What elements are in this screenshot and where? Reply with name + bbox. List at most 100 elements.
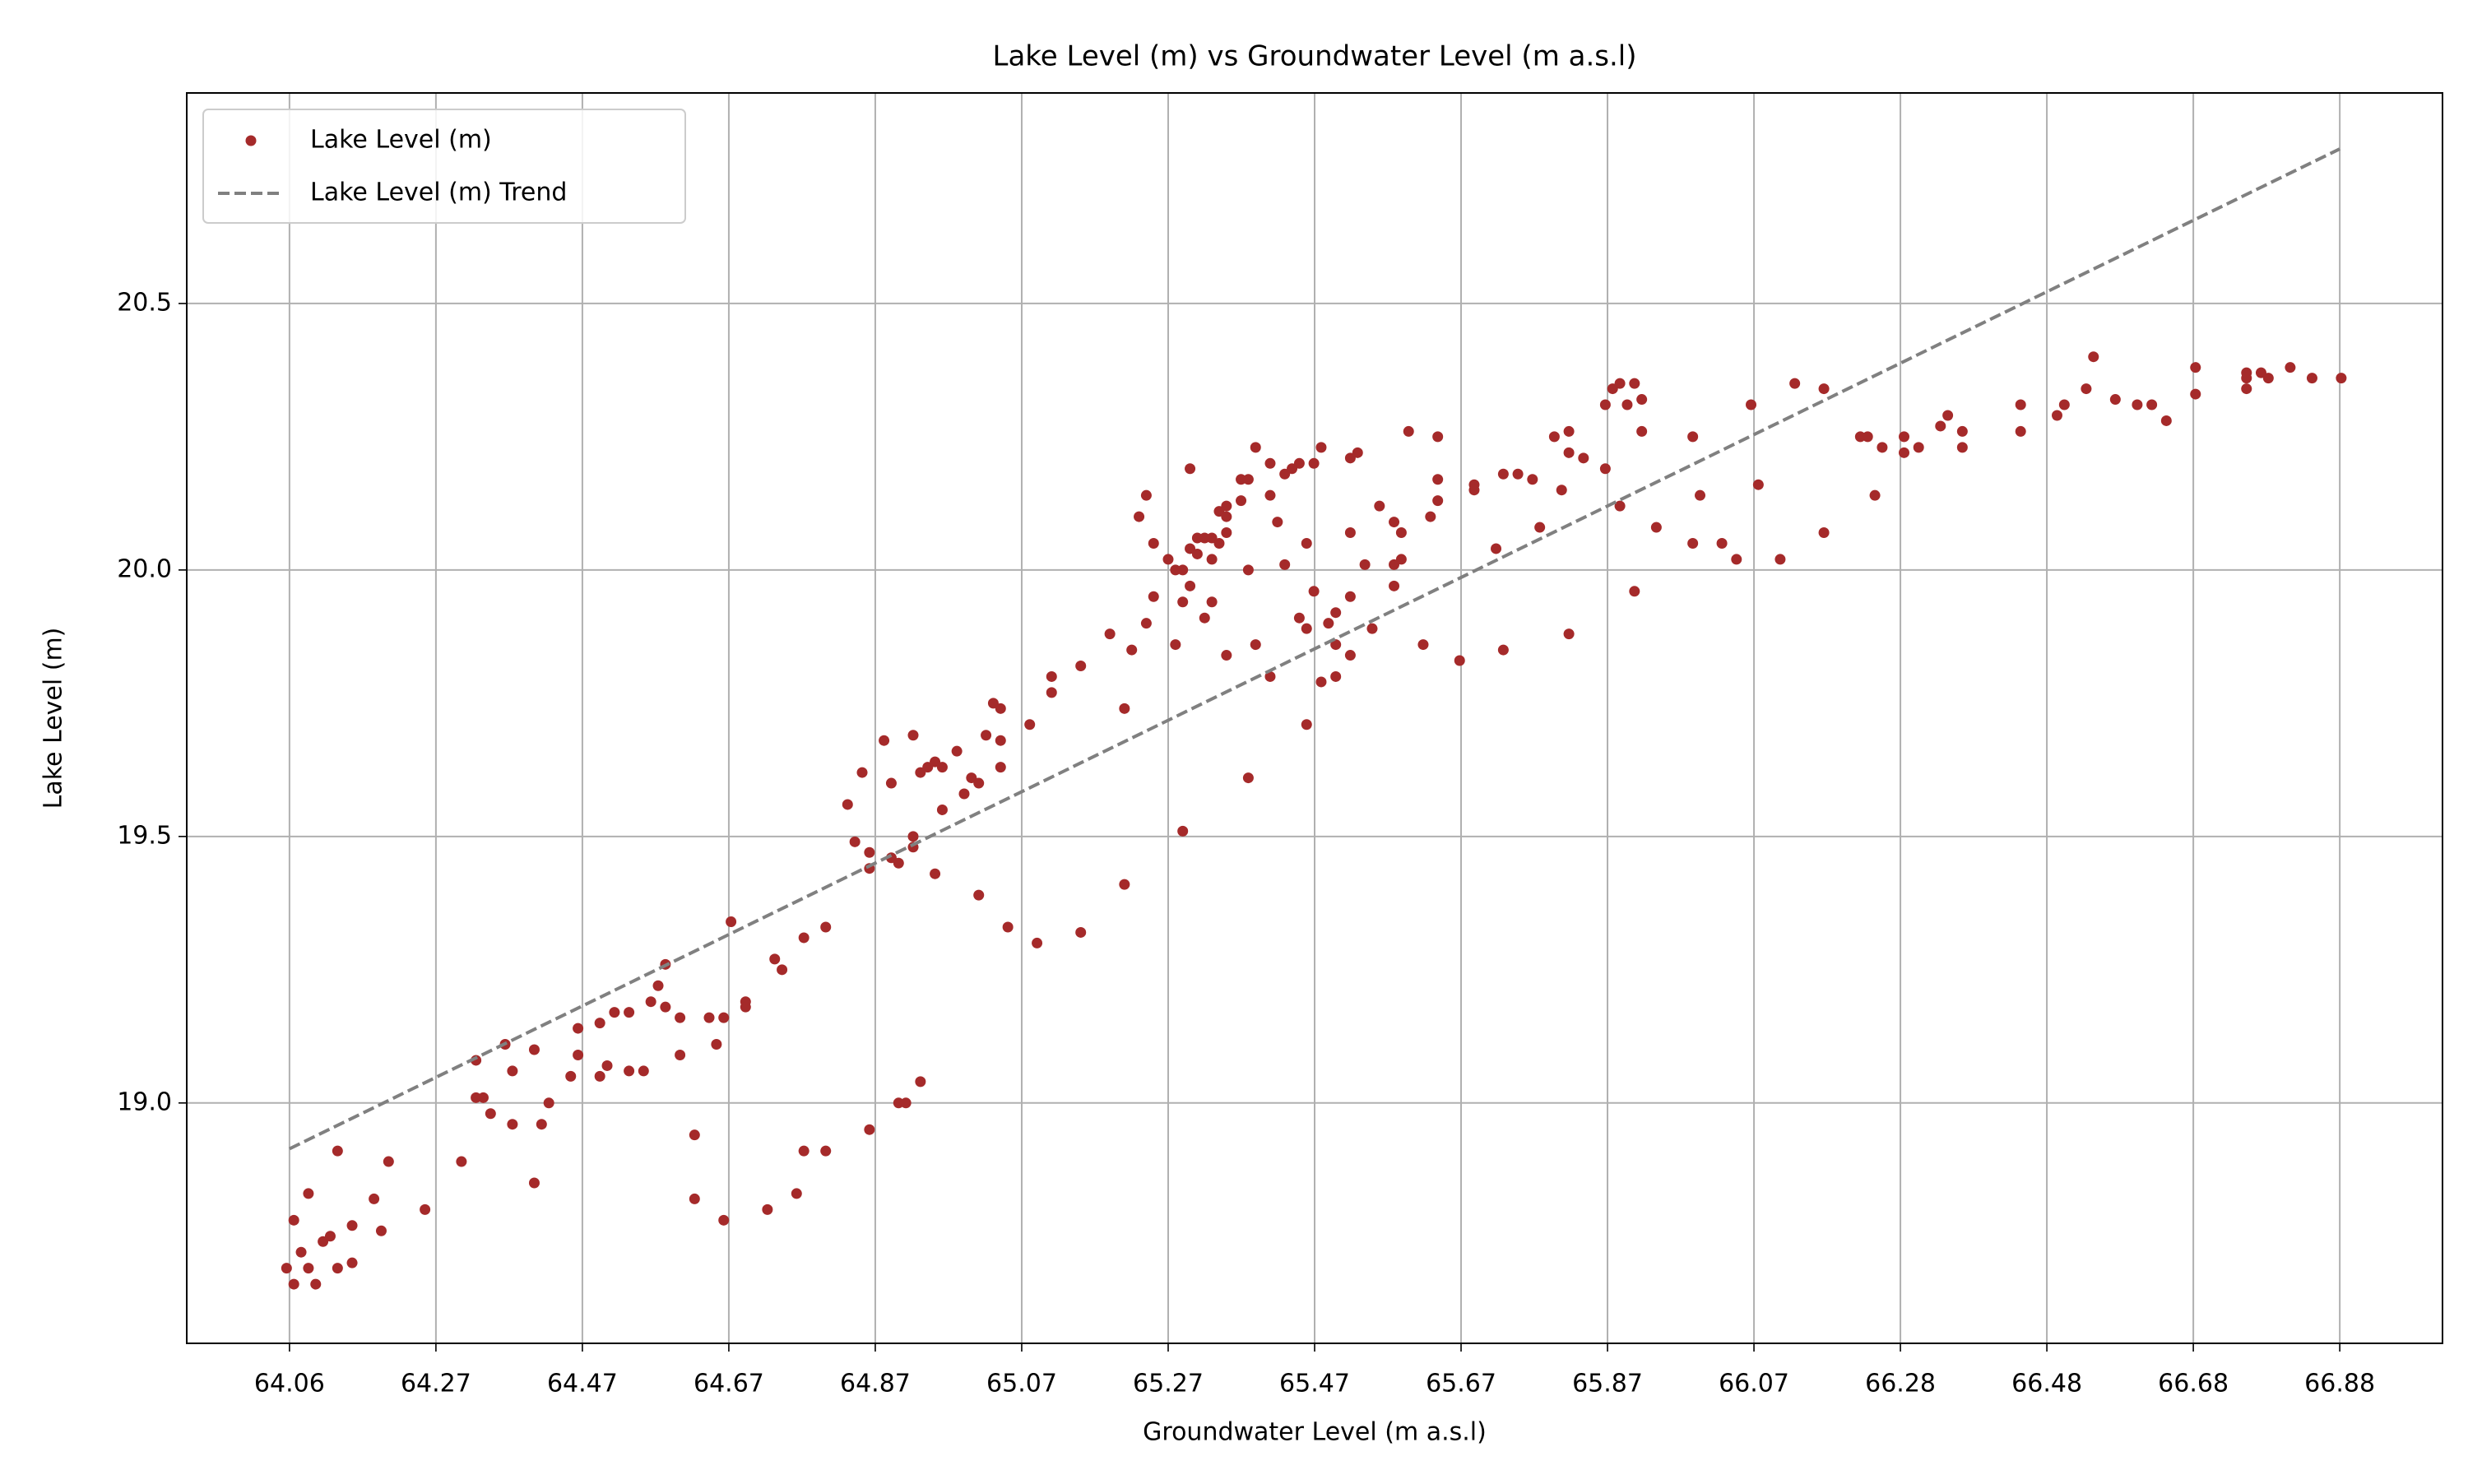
- data-point: [1119, 879, 1130, 890]
- data-point: [1250, 442, 1261, 453]
- data-point: [1746, 399, 1757, 410]
- data-point: [718, 1214, 730, 1226]
- data-point: [573, 1023, 584, 1034]
- legend-marker: [245, 135, 257, 146]
- data-point: [346, 1257, 358, 1268]
- data-point: [2241, 383, 2252, 395]
- data-point: [1563, 628, 1575, 640]
- data-point: [981, 730, 992, 741]
- data-point: [2190, 388, 2201, 400]
- data-point: [1599, 399, 1611, 410]
- data-point: [1148, 591, 1159, 602]
- data-point: [995, 735, 1006, 746]
- data-point: [303, 1263, 314, 1274]
- data-point: [543, 1097, 554, 1109]
- data-point: [879, 735, 890, 746]
- data-point: [369, 1193, 380, 1204]
- x-tick-label: 64.47: [547, 1370, 618, 1398]
- legend-label: Lake Level (m) Trend: [310, 179, 567, 207]
- data-point: [332, 1145, 343, 1157]
- data-point: [703, 1012, 715, 1023]
- data-point: [1374, 500, 1385, 512]
- data-point: [1272, 517, 1283, 528]
- data-point: [1301, 623, 1312, 634]
- data-point: [645, 996, 656, 1008]
- data-point: [1177, 825, 1189, 837]
- data-point: [1046, 687, 1057, 698]
- data-point: [1818, 383, 1830, 395]
- x-tick-label: 66.48: [2011, 1370, 2082, 1398]
- data-point: [1877, 442, 1888, 453]
- data-point: [1024, 719, 1036, 730]
- data-point: [528, 1177, 540, 1189]
- data-point: [1177, 564, 1189, 576]
- x-tick-label: 65.27: [1133, 1370, 1204, 1398]
- y-tick-label: 19.5: [117, 821, 172, 850]
- data-point: [2132, 399, 2143, 410]
- x-tick-label: 65.87: [1572, 1370, 1643, 1398]
- data-point: [951, 745, 963, 757]
- data-point: [907, 730, 919, 741]
- data-point: [528, 1044, 540, 1055]
- data-point: [820, 1145, 832, 1157]
- data-point: [1191, 548, 1203, 559]
- data-point: [1279, 559, 1291, 570]
- data-point: [1497, 644, 1509, 656]
- data-point: [798, 1145, 810, 1157]
- data-point: [1199, 612, 1210, 624]
- y-axis-label: Lake Level (m): [39, 628, 68, 809]
- data-point: [1774, 554, 1786, 565]
- data-point: [1614, 378, 1626, 389]
- data-point: [689, 1193, 700, 1204]
- y-tick-label: 19.0: [117, 1087, 172, 1116]
- data-point: [675, 1012, 686, 1023]
- data-point: [1344, 650, 1356, 661]
- data-point: [1140, 618, 1152, 629]
- data-point: [609, 1007, 620, 1018]
- data-point: [281, 1263, 292, 1274]
- data-point: [1242, 474, 1254, 485]
- data-point: [1264, 670, 1276, 682]
- data-point: [1250, 639, 1261, 651]
- data-point: [1614, 500, 1626, 512]
- data-point: [1599, 463, 1611, 475]
- data-point: [1206, 554, 1218, 565]
- data-point: [740, 1001, 751, 1013]
- data-point: [777, 964, 788, 976]
- data-point: [915, 1076, 926, 1087]
- x-tick-label: 66.07: [1719, 1370, 1789, 1398]
- data-point: [1548, 431, 1560, 443]
- data-point: [1687, 431, 1699, 443]
- data-point: [1650, 522, 1662, 533]
- data-point: [1468, 485, 1480, 496]
- x-tick-label: 64.87: [840, 1370, 911, 1398]
- data-point: [1330, 670, 1342, 682]
- x-tick-label: 64.27: [401, 1370, 471, 1398]
- data-point: [1002, 921, 1014, 933]
- data-point: [1497, 468, 1509, 480]
- data-point: [1716, 537, 1728, 549]
- data-point: [1126, 644, 1138, 656]
- data-point: [1293, 457, 1305, 469]
- data-point: [1315, 676, 1327, 688]
- data-point: [1315, 442, 1327, 453]
- data-point: [1308, 586, 1320, 597]
- data-point: [1075, 661, 1087, 672]
- data-point: [536, 1119, 547, 1130]
- data-point: [1417, 639, 1429, 651]
- data-point: [958, 788, 970, 800]
- trend-line: [289, 147, 2340, 1151]
- data-point: [601, 1060, 613, 1071]
- data-point: [711, 1039, 722, 1050]
- data-point: [1323, 618, 1334, 629]
- data-point: [295, 1246, 307, 1258]
- data-point: [324, 1231, 336, 1242]
- data-point: [1344, 591, 1356, 602]
- data-point: [2190, 362, 2201, 373]
- data-point: [1221, 527, 1232, 539]
- data-point: [1636, 425, 1648, 437]
- data-point: [1935, 420, 1946, 432]
- data-point: [1242, 772, 1254, 784]
- data-point: [507, 1065, 518, 1077]
- data-point: [1264, 489, 1276, 501]
